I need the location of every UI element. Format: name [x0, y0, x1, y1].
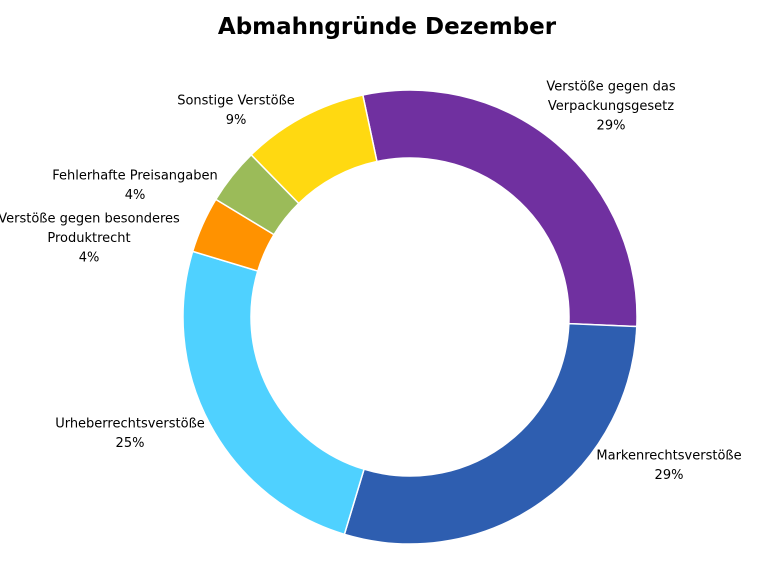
donut-slice	[361, 89, 638, 328]
slice-label: Verstöße gegen besonderes Produktrecht 4%	[0, 212, 180, 266]
slice-label: Urheberrechtsverstöße 25%	[55, 416, 205, 451]
slice-label: Fehlerhafte Preisangaben 4%	[52, 168, 217, 203]
donut-slices	[182, 89, 638, 545]
donut-slice	[182, 250, 365, 536]
donut-slice	[250, 94, 378, 205]
slice-labels: Verstöße gegen das Verpackungsgesetz 29% Ma…	[0, 80, 742, 483]
chart-title: Abmahngründe Dezember	[217, 14, 557, 40]
slice-label: Sonstige Verstöße 9%	[177, 93, 295, 128]
slice-label: Verstöße gegen das Verpackungsgesetz 29%	[546, 80, 675, 134]
slice-label: Markenrechtsverstöße 29%	[596, 448, 741, 483]
donut-slice	[343, 322, 638, 545]
